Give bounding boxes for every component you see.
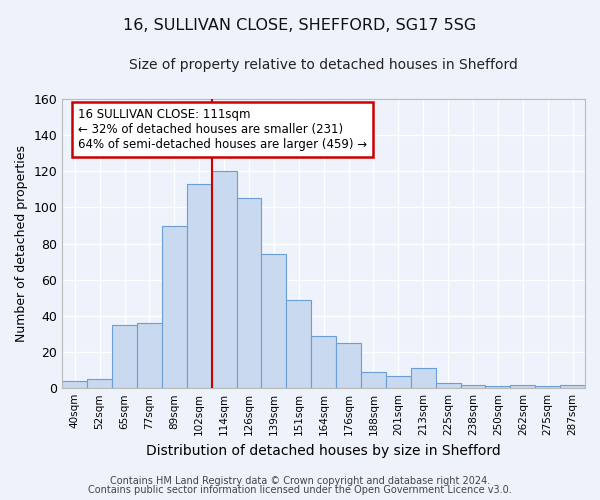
Bar [535,386,560,388]
Text: Contains public sector information licensed under the Open Government Licence v3: Contains public sector information licen… [88,485,512,495]
Bar [336,343,361,388]
Bar [461,384,485,388]
Bar [212,172,236,388]
Bar [112,325,137,388]
Bar [560,384,585,388]
Title: Size of property relative to detached houses in Shefford: Size of property relative to detached ho… [129,58,518,71]
Text: Contains HM Land Registry data © Crown copyright and database right 2024.: Contains HM Land Registry data © Crown c… [110,476,490,486]
Bar [137,323,162,388]
Bar [361,372,386,388]
Bar [286,300,311,388]
Bar [262,254,286,388]
Bar [87,379,112,388]
Bar [62,381,87,388]
Bar [236,198,262,388]
Bar [386,376,411,388]
Text: 16 SULLIVAN CLOSE: 111sqm
← 32% of detached houses are smaller (231)
64% of semi: 16 SULLIVAN CLOSE: 111sqm ← 32% of detac… [78,108,367,150]
Bar [411,368,436,388]
Bar [436,383,461,388]
Bar [187,184,212,388]
Text: 16, SULLIVAN CLOSE, SHEFFORD, SG17 5SG: 16, SULLIVAN CLOSE, SHEFFORD, SG17 5SG [124,18,476,32]
X-axis label: Distribution of detached houses by size in Shefford: Distribution of detached houses by size … [146,444,501,458]
Y-axis label: Number of detached properties: Number of detached properties [15,145,28,342]
Bar [485,386,511,388]
Bar [162,226,187,388]
Bar [311,336,336,388]
Bar [511,384,535,388]
